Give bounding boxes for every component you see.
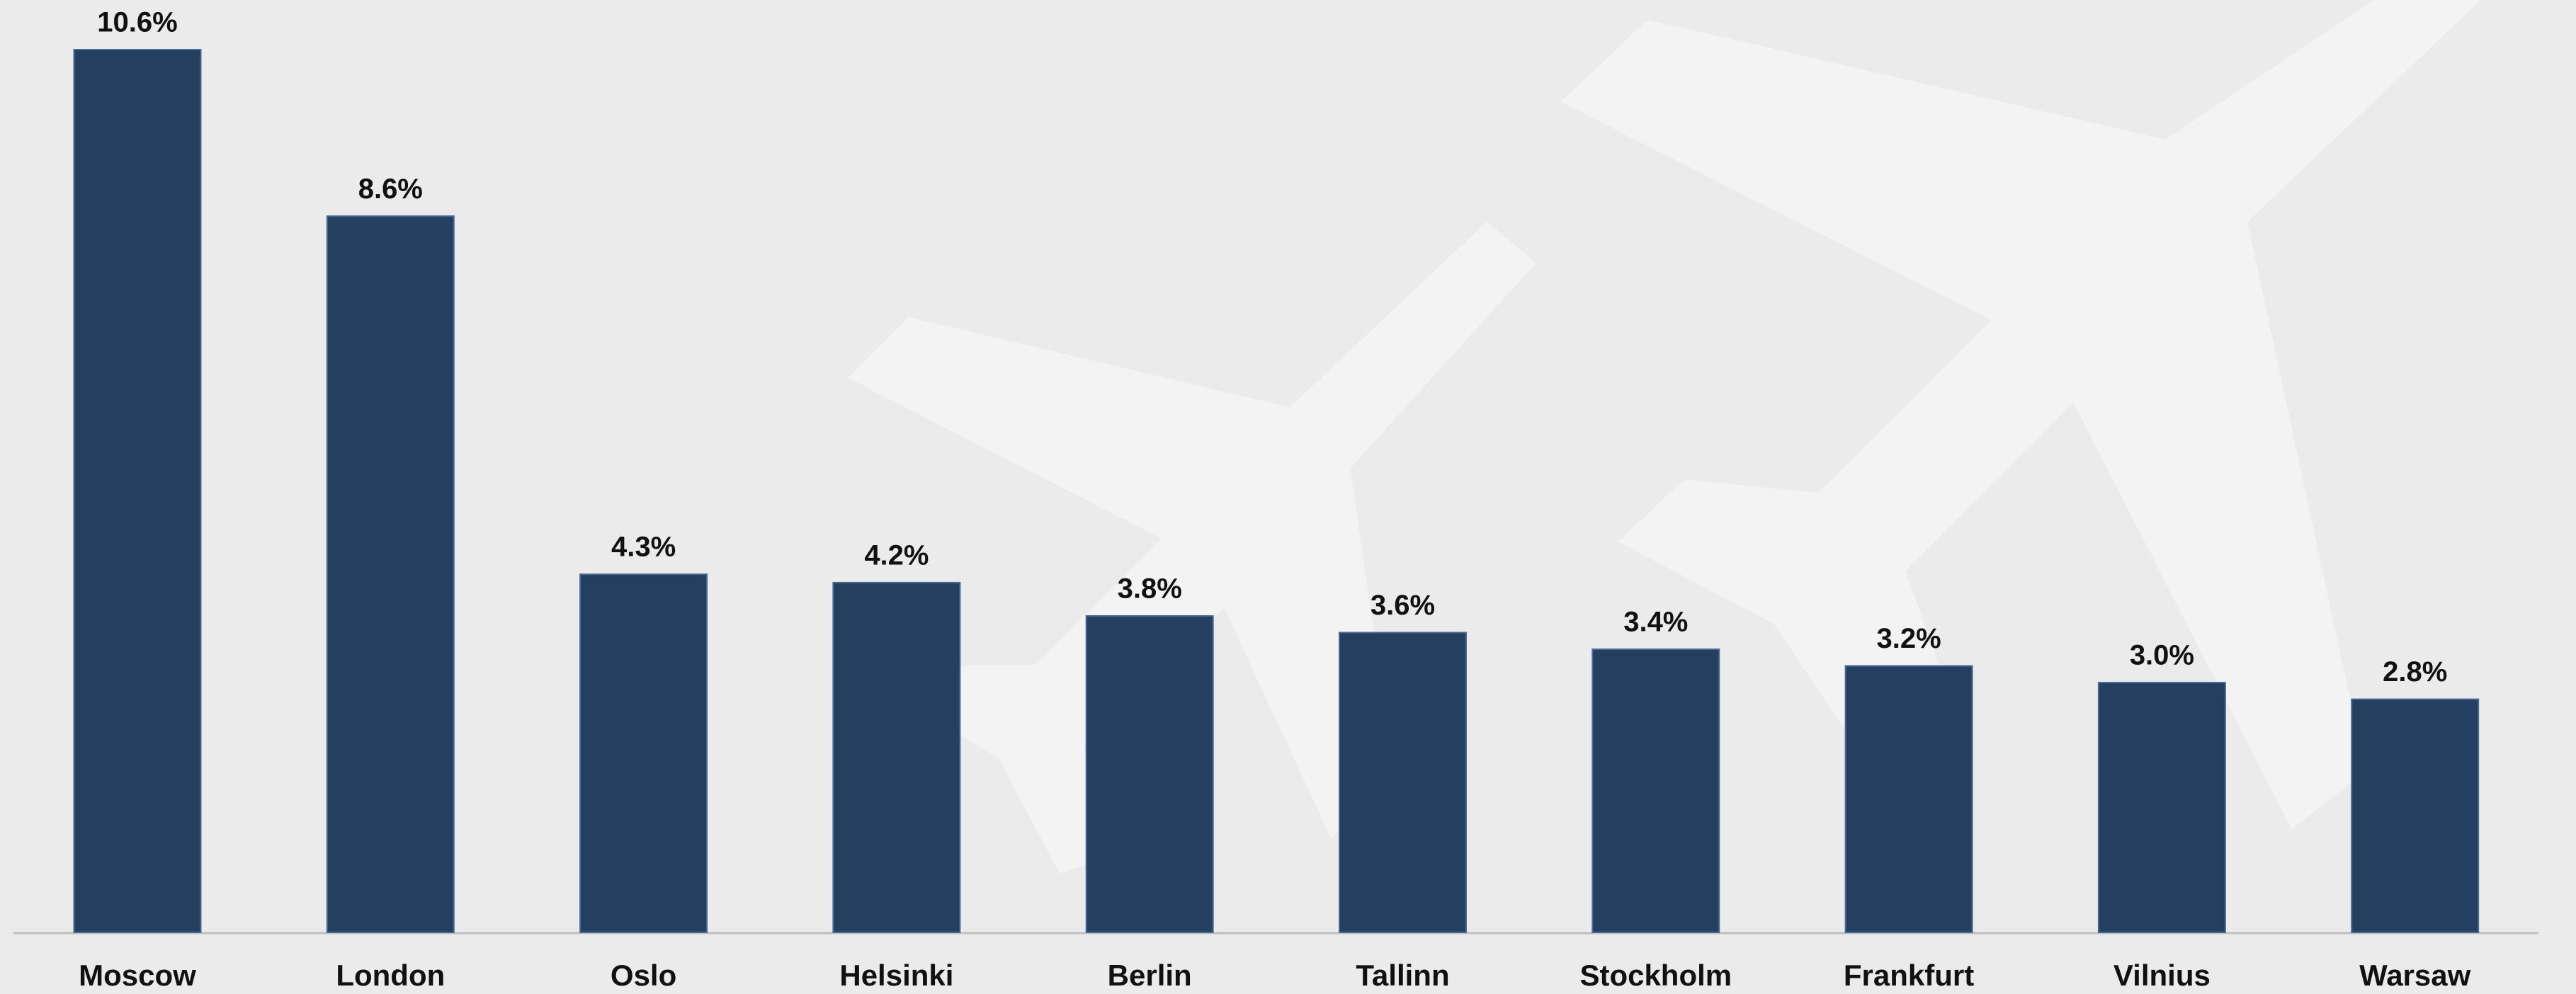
x-tick-label: Moscow bbox=[79, 959, 196, 992]
x-tick-label: Stockholm bbox=[1579, 959, 1732, 992]
bar bbox=[1339, 632, 1466, 932]
x-tick-label: Frankfurt bbox=[1844, 959, 1974, 992]
x-tick-label: Tallinn bbox=[1356, 959, 1449, 992]
value-label: 2.8% bbox=[2383, 656, 2447, 687]
value-label: 3.0% bbox=[2130, 640, 2194, 671]
x-tick-label: Helsinki bbox=[839, 959, 953, 992]
x-tick-label: Vilnius bbox=[2113, 959, 2211, 992]
bar bbox=[833, 583, 960, 932]
x-tick-label: Warsaw bbox=[2359, 959, 2471, 992]
bar bbox=[1592, 649, 1719, 932]
value-label: 3.2% bbox=[1877, 623, 1941, 654]
bar bbox=[2351, 699, 2478, 932]
bar bbox=[74, 50, 201, 932]
bar bbox=[2099, 682, 2225, 932]
value-label: 10.6% bbox=[97, 7, 177, 38]
chart: 10.6% Moscow 8.6% London 4.3% Oslo 4.2% Helsink… bbox=[0, 0, 2576, 994]
value-label: 3.6% bbox=[1371, 590, 1435, 621]
bar bbox=[327, 216, 454, 932]
value-label: 4.2% bbox=[864, 539, 929, 571]
value-label: 8.6% bbox=[358, 173, 423, 205]
value-label: 3.4% bbox=[1623, 607, 1688, 638]
x-tick-label: Berlin bbox=[1108, 959, 1192, 992]
x-tick-label: London bbox=[336, 959, 445, 992]
value-label: 3.8% bbox=[1118, 573, 1182, 605]
bar bbox=[580, 574, 707, 932]
page: {"chart_data": {"type": "bar", "categori… bbox=[0, 0, 2576, 994]
value-label: 4.3% bbox=[611, 532, 676, 563]
x-tick-label: Oslo bbox=[611, 959, 676, 992]
bar bbox=[1846, 666, 1973, 932]
bar bbox=[1086, 616, 1213, 932]
